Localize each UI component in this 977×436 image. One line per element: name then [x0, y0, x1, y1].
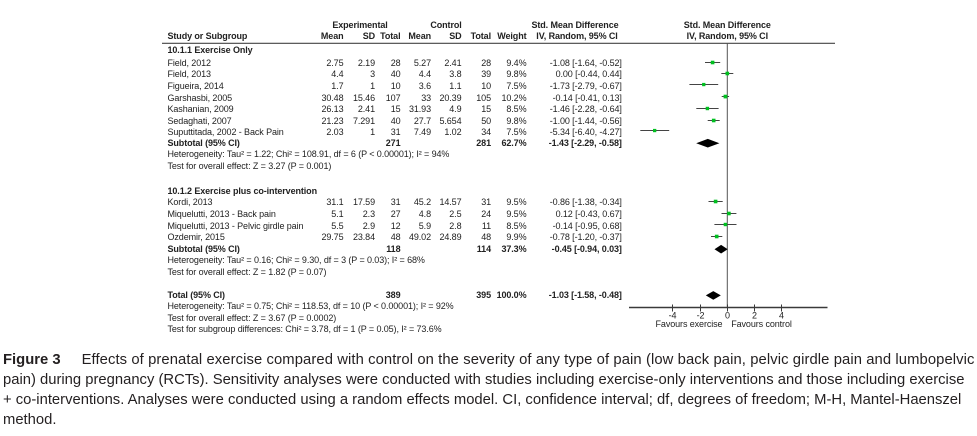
svg-text:-2: -2 — [697, 310, 705, 320]
svg-text:Favours control: Favours control — [731, 319, 792, 329]
svg-text:4: 4 — [779, 310, 784, 320]
svg-text:2: 2 — [752, 310, 757, 320]
svg-text:Favours exercise: Favours exercise — [656, 319, 723, 329]
svg-text:0: 0 — [725, 310, 730, 320]
svg-text:-4: -4 — [669, 310, 677, 320]
